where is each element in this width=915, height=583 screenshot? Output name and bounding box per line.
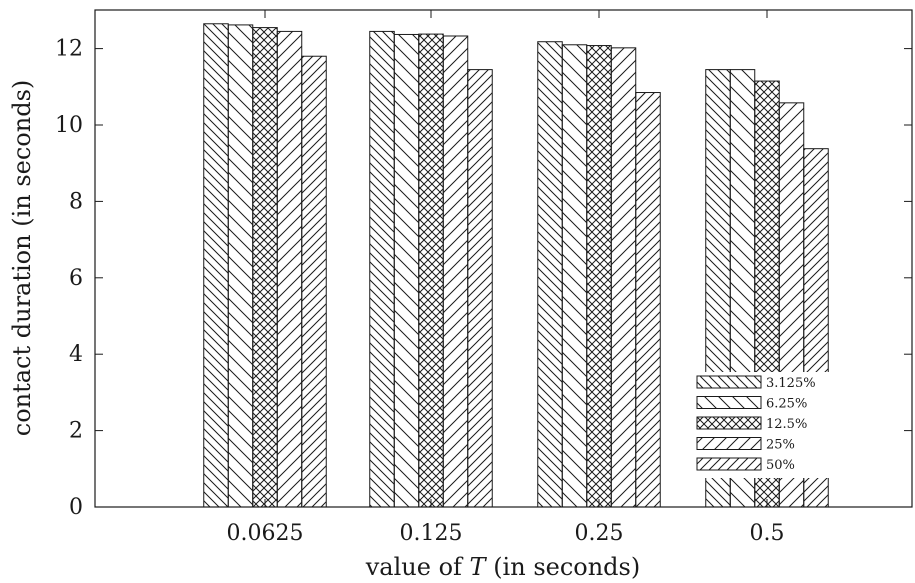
- legend-label: 25%: [766, 438, 795, 453]
- y-tick-label: 4: [69, 342, 83, 367]
- bar-0.25-25%: [610, 47, 637, 508]
- x-axis-label-suffix: (in seconds): [486, 553, 641, 581]
- y-axis-label: contact duration (in seconds): [8, 80, 36, 437]
- x-tick-label: 0.25: [575, 521, 624, 546]
- bar-0.125-50%: [467, 69, 493, 508]
- bar-0.0625-6.25%: [227, 24, 254, 508]
- bar-0.25-12.5%: [586, 45, 612, 508]
- x-axis-label: value of T (in seconds): [365, 553, 640, 581]
- bars-group: [203, 23, 829, 508]
- bar-0.125-12.5%: [418, 33, 444, 508]
- x-tick-label: 0.125: [400, 521, 463, 546]
- y-axis: 0 2 4 6 8 10 12: [55, 37, 912, 520]
- bar-0.125-3.125%: [369, 30, 395, 508]
- bar-0.125-6.25%: [393, 33, 420, 508]
- legend-swatch-12.5%: [696, 416, 762, 430]
- y-tick-label: 6: [69, 266, 83, 291]
- bar-0.0625-50%: [301, 55, 327, 508]
- bar-0.0625-25%: [276, 30, 303, 508]
- legend-label: 50%: [766, 458, 795, 473]
- legend-label: 6.25%: [766, 397, 807, 412]
- bar-0.25-3.125%: [537, 41, 563, 508]
- bar-0.25-6.25%: [561, 44, 588, 508]
- y-tick-label: 8: [69, 189, 83, 214]
- legend-label: 12.5%: [766, 417, 807, 432]
- x-tick-label: 0.0625: [227, 521, 304, 546]
- x-axis-label-prefix: value of: [365, 553, 470, 581]
- plot-frame: [94, 9, 913, 508]
- bar-0.125-25%: [442, 35, 469, 508]
- legend-label: 3.125%: [766, 376, 816, 391]
- x-axis: 0.0625 0.125 0.25 0.5: [227, 10, 785, 546]
- y-tick-label: 0: [69, 495, 83, 520]
- legend: 3.125% 6.25% 12.5% 25% 50%: [693, 372, 839, 478]
- y-tick-label: 10: [55, 113, 83, 138]
- legend-swatch-25%: [696, 437, 762, 450]
- bar-0.25-50%: [635, 92, 661, 508]
- y-tick-label: 2: [69, 419, 83, 444]
- legend-swatch-6.25%: [696, 396, 762, 409]
- bar-0.0625-3.125%: [203, 23, 229, 508]
- bar-0.0625-12.5%: [252, 27, 278, 508]
- y-tick-label: 12: [55, 37, 83, 62]
- x-axis-label-variable: T: [470, 553, 488, 581]
- legend-swatch-50%: [696, 457, 762, 471]
- legend-swatch-3.125%: [696, 375, 762, 389]
- x-tick-label: 0.5: [750, 521, 785, 546]
